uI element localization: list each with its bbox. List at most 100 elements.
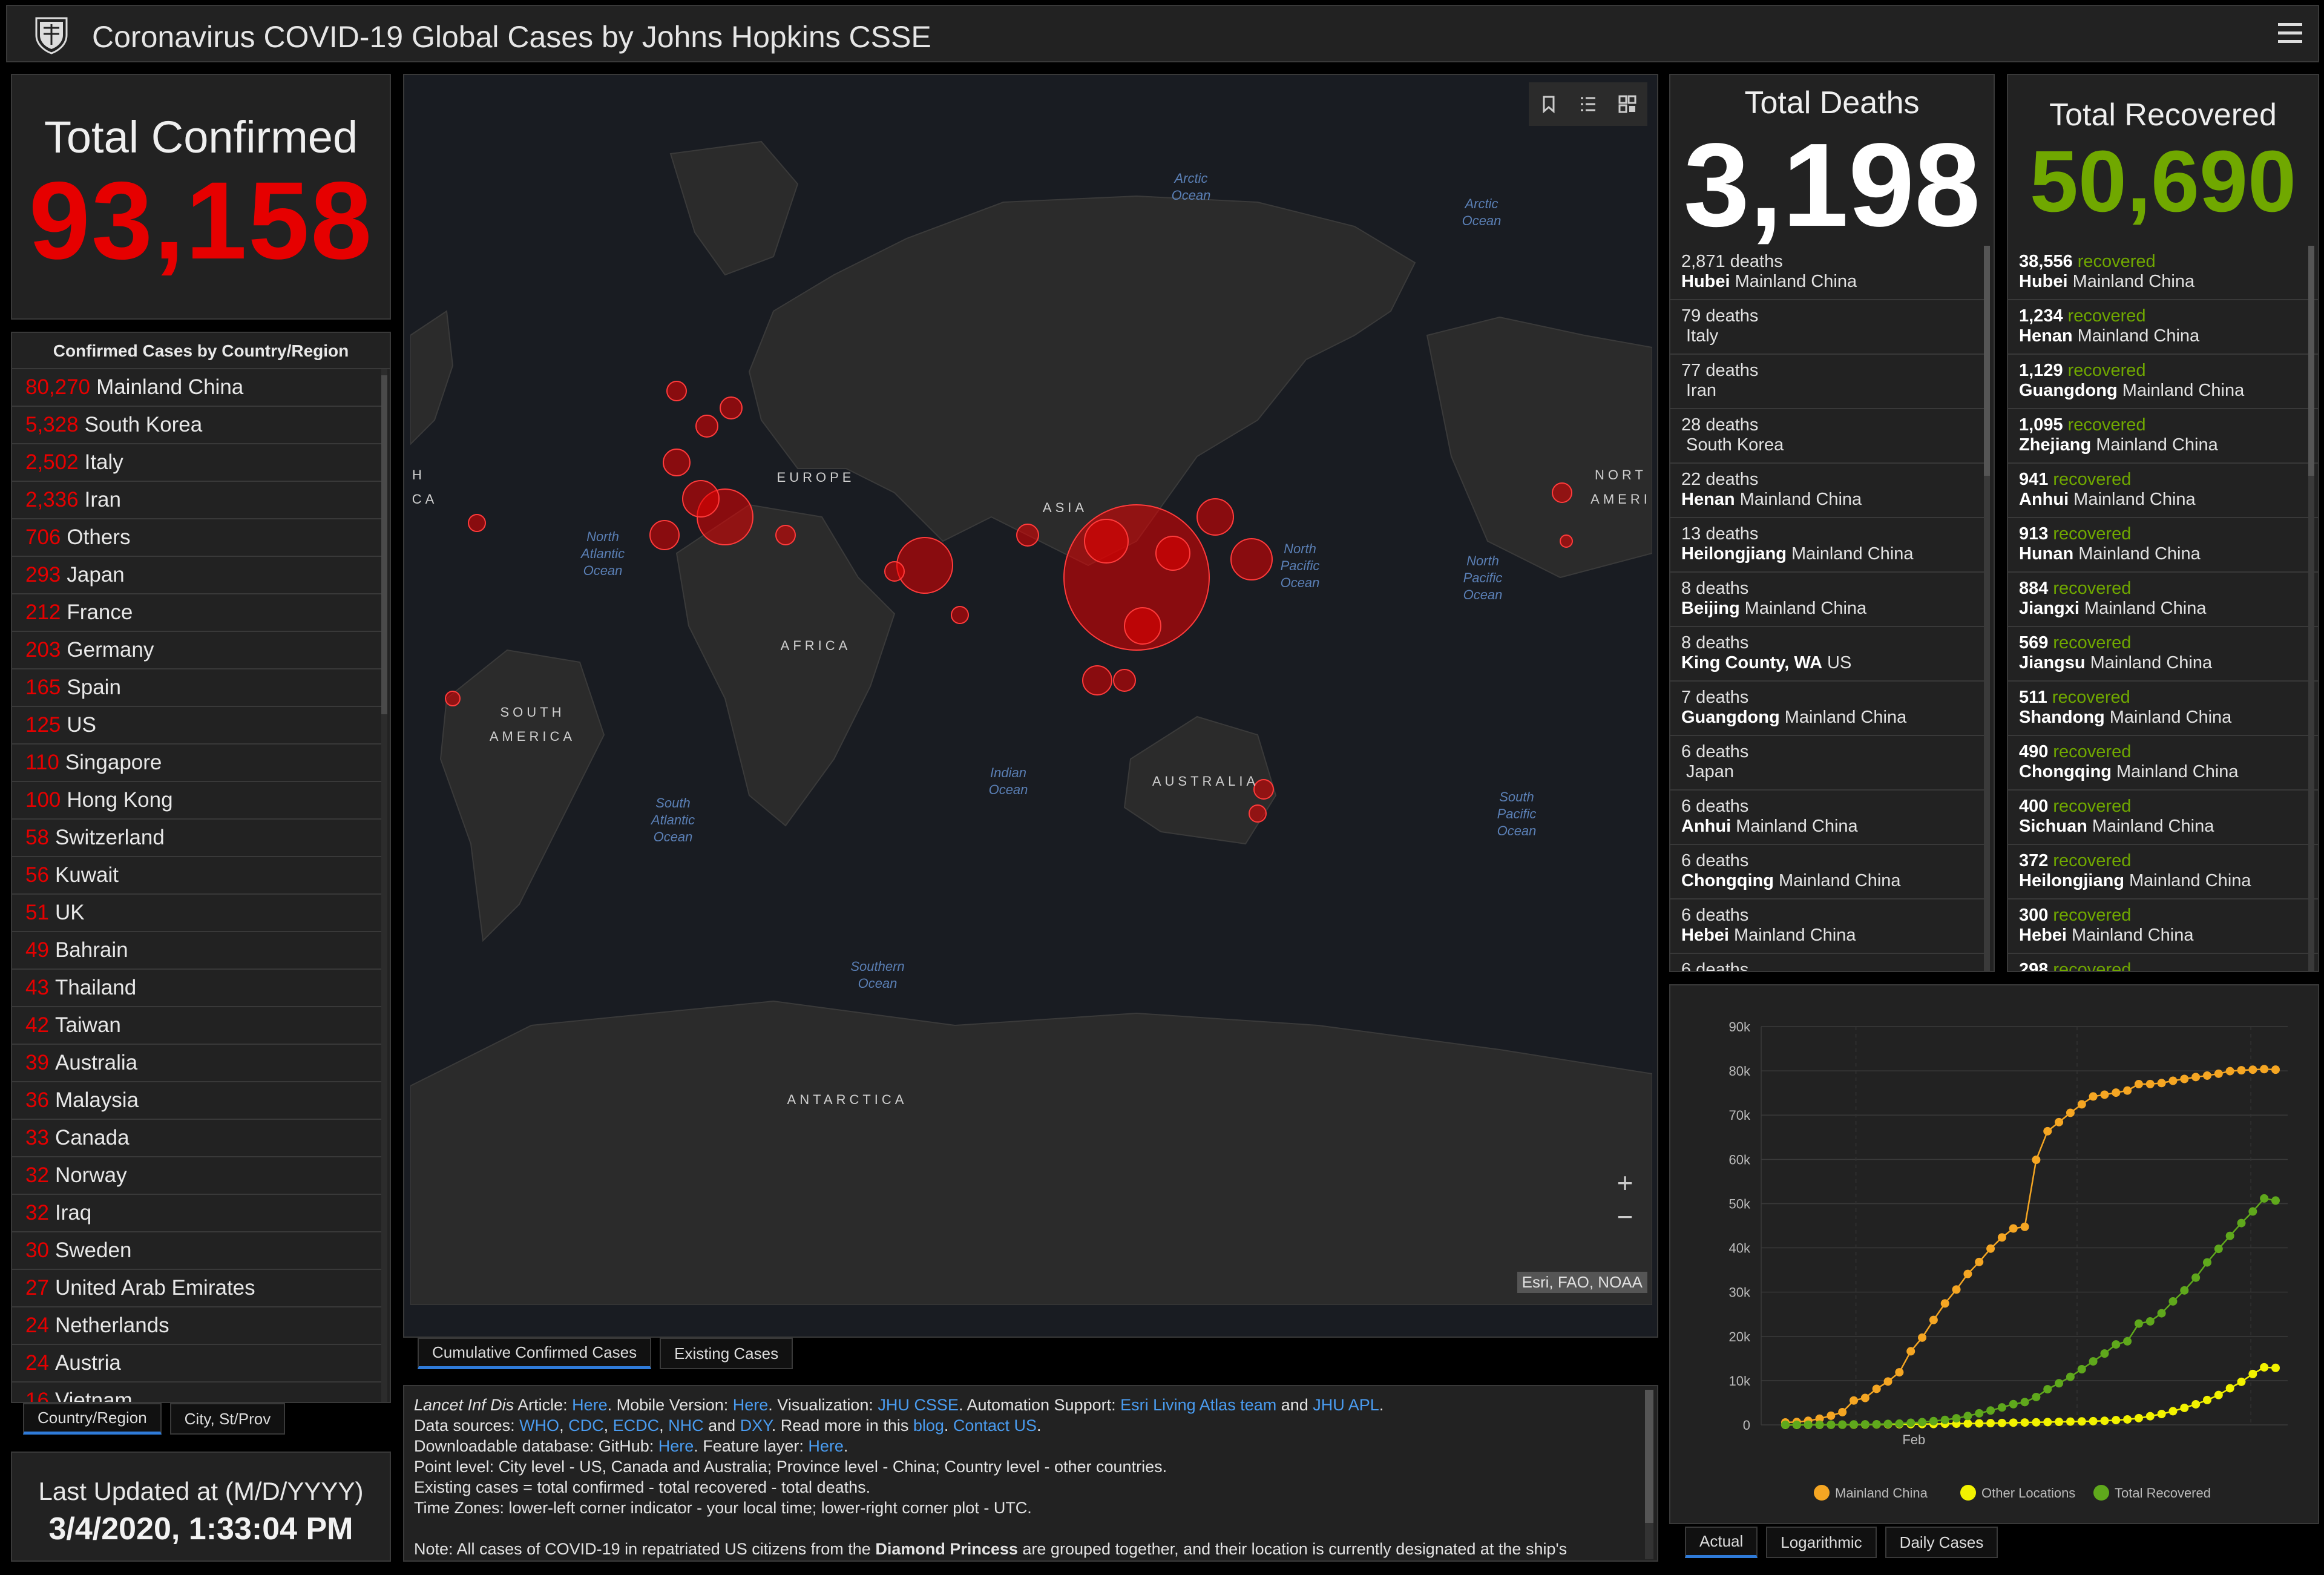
recovered-row[interactable]: 490 recovered Chongqing Mainland China	[2008, 736, 2318, 791]
recovered-scrollbar[interactable]	[2308, 246, 2314, 971]
deaths-row[interactable]: 8 deaths Beijing Mainland China	[1670, 573, 1985, 627]
notes-scrollbar[interactable]	[1645, 1390, 1653, 1559]
jhu-apl-link[interactable]: JHU APL	[1313, 1396, 1379, 1414]
country-name: Singapore	[65, 751, 162, 774]
tab-country-region[interactable]: Country/Region	[23, 1403, 162, 1435]
blog-link[interactable]: blog	[913, 1416, 944, 1435]
country-row[interactable]: 2,502 Italy	[12, 444, 381, 482]
recovered-row[interactable]: 941 recovered Anhui Mainland China	[2008, 464, 2318, 518]
data-point	[1997, 1418, 2006, 1427]
country-row[interactable]: 32 Norway	[12, 1157, 381, 1195]
deaths-row[interactable]: 6 deaths Hebei Mainland China	[1670, 899, 1985, 954]
tab-existing-cases[interactable]: Existing Cases	[660, 1338, 793, 1369]
country-row[interactable]: 100 Hong Kong	[12, 782, 381, 820]
country-row[interactable]: 125 US	[12, 707, 381, 745]
country-row[interactable]: 42 Taiwan	[12, 1007, 381, 1045]
recovered-row[interactable]: 1,234 recovered Henan Mainland China	[2008, 300, 2318, 355]
deaths-row[interactable]: 8 deaths King County, WA US	[1670, 627, 1985, 682]
recovered-row[interactable]: 884 recovered Jiangxi Mainland China	[2008, 573, 2318, 627]
tab-daily-cases[interactable]: Daily Cases	[1885, 1527, 1998, 1558]
south-america	[439, 649, 605, 942]
country-row[interactable]: 58 Switzerland	[12, 820, 381, 857]
country-row[interactable]: 56 Kuwait	[12, 857, 381, 895]
deaths-count: 6 deaths	[1681, 960, 1749, 972]
tab-city-state[interactable]: City, St/Prov	[169, 1403, 286, 1435]
who-link[interactable]: WHO	[519, 1416, 560, 1435]
country-row[interactable]: 165 Spain	[12, 669, 381, 707]
zoom-out-button[interactable]: −	[1617, 1201, 1633, 1232]
recovered-row[interactable]: 569 recovered Jiangsu Mainland China	[2008, 627, 2318, 682]
tab-logarithmic[interactable]: Logarithmic	[1766, 1527, 1877, 1558]
zoom-in-button[interactable]: +	[1617, 1167, 1633, 1199]
country-list-scrollbar[interactable]	[381, 369, 387, 1402]
country-list[interactable]: 80,270 Mainland China 5,328 South Korea 2,50…	[12, 369, 381, 1402]
mobile-version-link[interactable]: Here	[732, 1396, 769, 1414]
jhu-csse-link[interactable]: JHU CSSE	[878, 1396, 959, 1414]
country-row[interactable]: 49 Bahrain	[12, 932, 381, 970]
article-link[interactable]: Here	[572, 1396, 608, 1414]
ecdc-link[interactable]: ECDC	[612, 1416, 660, 1435]
github-link[interactable]: Here	[658, 1437, 694, 1455]
country-row[interactable]: 36 Malaysia	[12, 1082, 381, 1120]
hamburger-menu-icon[interactable]	[2278, 23, 2302, 45]
feature-layer-link[interactable]: Here	[808, 1437, 844, 1455]
country-row[interactable]: 27 United Arab Emirates	[12, 1270, 381, 1307]
world-map[interactable]: Arctic Ocean Arctic Ocean North Atlantic Oce…	[410, 81, 1652, 1305]
country-row[interactable]: 293 Japan	[12, 557, 381, 594]
deaths-row[interactable]: 6 deaths	[1670, 954, 1985, 972]
deaths-row[interactable]: 6 deaths Chongqing Mainland China	[1670, 845, 1985, 899]
recovered-row[interactable]: 38,556 recovered Hubei Mainland China	[2008, 246, 2318, 300]
cdc-link[interactable]: CDC	[568, 1416, 604, 1435]
recovered-row[interactable]: 913 recovered Hunan Mainland China	[2008, 518, 2318, 573]
recovered-row[interactable]: 300 recovered Hebei Mainland China	[2008, 899, 2318, 954]
country-row[interactable]: 203 Germany	[12, 632, 381, 669]
country-row[interactable]: 39 Australia	[12, 1045, 381, 1082]
deaths-scrollbar[interactable]	[1984, 246, 1990, 971]
contact-us-link[interactable]: Contact US	[953, 1416, 1037, 1435]
recovered-list[interactable]: 38,556 recovered Hubei Mainland China 1,234 r…	[2008, 246, 2318, 971]
country-row[interactable]: 80,270 Mainland China	[12, 369, 381, 407]
country-row[interactable]: 16 Vietnam	[12, 1383, 381, 1402]
deaths-row[interactable]: 2,871 deaths Hubei Mainland China	[1670, 246, 1985, 300]
country-row[interactable]: 110 Singapore	[12, 745, 381, 782]
legend-label: Other Locations	[1981, 1485, 2075, 1501]
country-row[interactable]: 30 Sweden	[12, 1232, 381, 1270]
country-row[interactable]: 32 Iraq	[12, 1195, 381, 1232]
recovered-row[interactable]: 1,129 recovered Guangdong Mainland China	[2008, 355, 2318, 409]
tab-actual[interactable]: Actual	[1685, 1527, 1758, 1558]
recovered-row[interactable]: 400 recovered Sichuan Mainland China	[2008, 791, 2318, 845]
country-row[interactable]: 24 Austria	[12, 1345, 381, 1383]
recovered-row[interactable]: 372 recovered Heilongjiang Mainland China	[2008, 845, 2318, 899]
list-icon[interactable]	[1577, 93, 1599, 115]
recovered-row[interactable]: 1,095 recovered Zhejiang Mainland China	[2008, 409, 2318, 464]
recovered-row[interactable]: 511 recovered Shandong Mainland China	[2008, 682, 2318, 736]
deaths-row[interactable]: 6 deaths Anhui Mainland China	[1670, 791, 1985, 845]
deaths-region: Beijing	[1681, 599, 1740, 618]
country-row[interactable]: 706 Others	[12, 519, 381, 557]
total-recovered-panel: Total Recovered 50,690 38,556 recovered Hu…	[2007, 74, 2319, 972]
dxy-link[interactable]: DXY	[740, 1416, 772, 1435]
qr-grid-icon[interactable]	[1617, 93, 1638, 115]
cases-line-chart[interactable]: 0 10k 20k 30k 40k 50k 60k 70k 80k 90k Feb Mainland …	[1670, 985, 2318, 1523]
deaths-list[interactable]: 2,871 deaths Hubei Mainland China 79 deaths…	[1670, 246, 1985, 972]
deaths-row[interactable]: 22 deaths Henan Mainland China	[1670, 464, 1985, 518]
bookmark-icon[interactable]	[1538, 93, 1560, 115]
deaths-row[interactable]: 28 deaths South Korea	[1670, 409, 1985, 464]
country-row[interactable]: 51 UK	[12, 895, 381, 932]
country-row[interactable]: 212 France	[12, 594, 381, 632]
deaths-row[interactable]: 6 deaths Japan	[1670, 736, 1985, 791]
nhc-link[interactable]: NHC	[668, 1416, 704, 1435]
country-row[interactable]: 33 Canada	[12, 1120, 381, 1157]
country-row[interactable]: 24 Netherlands	[12, 1307, 381, 1345]
data-point	[1963, 1412, 1972, 1421]
country-row[interactable]: 2,336 Iran	[12, 482, 381, 519]
recovered-row[interactable]: 298 recovered	[2008, 954, 2318, 971]
country-row[interactable]: 5,328 South Korea	[12, 407, 381, 444]
esri-link[interactable]: Esri Living Atlas team	[1120, 1396, 1277, 1414]
deaths-row[interactable]: 7 deaths Guangdong Mainland China	[1670, 682, 1985, 736]
deaths-row[interactable]: 79 deaths Italy	[1670, 300, 1985, 355]
deaths-row[interactable]: 77 deaths Iran	[1670, 355, 1985, 409]
country-row[interactable]: 43 Thailand	[12, 970, 381, 1007]
deaths-row[interactable]: 13 deaths Heilongjiang Mainland China	[1670, 518, 1985, 573]
tab-cumulative-confirmed[interactable]: Cumulative Confirmed Cases	[418, 1338, 652, 1369]
